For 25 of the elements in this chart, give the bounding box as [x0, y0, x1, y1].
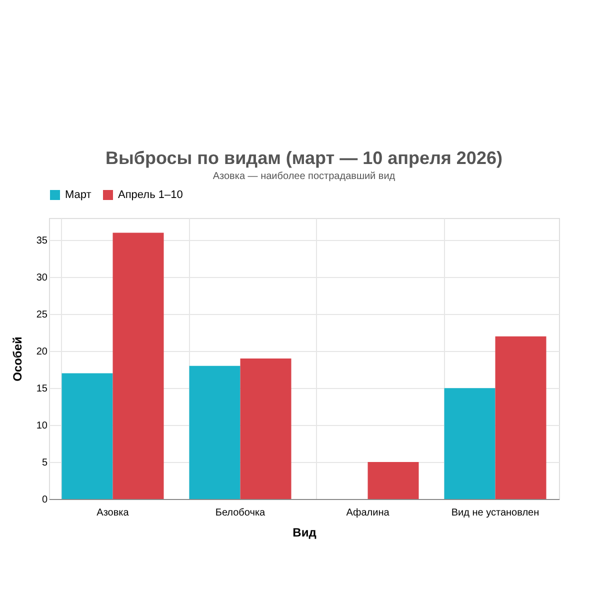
x-tick-label: Вид не установлен [451, 508, 540, 518]
y-tick-label: 25 [36, 310, 48, 321]
y-tick-label: 20 [36, 346, 48, 358]
bar [112, 232, 164, 499]
bar [495, 336, 546, 499]
chart-subtitle: Азовка — наиболее пострадавший вид [212, 171, 396, 182]
bar [189, 366, 240, 499]
chart-title: Выбросы по видам (март — 10 апреля 2026) [106, 148, 502, 168]
legend-label: Апрель 1–10 [118, 189, 183, 201]
x-tick-label: Афалина [346, 508, 390, 518]
bar [240, 358, 292, 499]
y-axis-title: Особей [10, 336, 24, 382]
bar [444, 388, 496, 499]
y-tick-label: 0 [42, 494, 48, 506]
bar [62, 373, 113, 499]
y-tick-label: 15 [36, 384, 48, 395]
bar [368, 462, 419, 499]
y-tick-label: 5 [42, 458, 48, 469]
y-tick-label: 35 [36, 236, 48, 247]
legend-label: Март [65, 189, 92, 201]
x-tick-label: Азовка [96, 508, 130, 518]
x-axis-title: Вид [292, 526, 317, 540]
x-tick-label: Белобочка [215, 508, 266, 518]
y-tick-label: 30 [36, 272, 48, 284]
y-tick-label: 10 [36, 420, 48, 432]
